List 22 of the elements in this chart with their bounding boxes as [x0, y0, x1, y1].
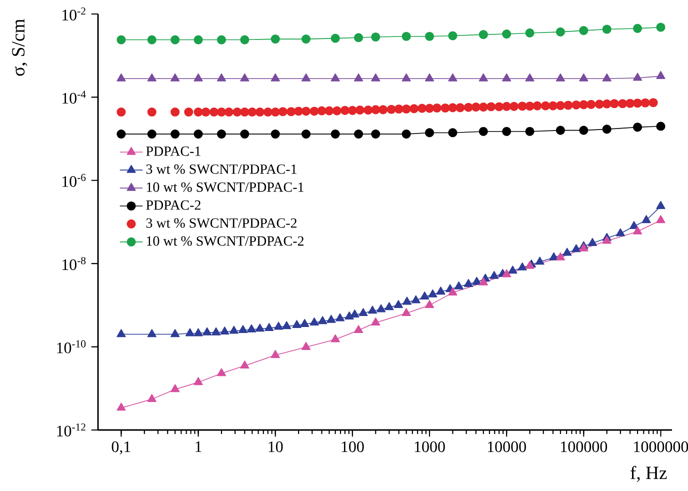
- x-axis-title: f, Hz: [630, 466, 667, 482]
- legend-label: PDPAC-2: [146, 200, 200, 210]
- x-tick-label: 0,1: [112, 441, 130, 454]
- y-tick-label: 10$^{-8}$: [62, 257, 86, 270]
- legend-label: 3 wt % SWCNT/PDPAC-1: [146, 164, 296, 174]
- y-tick-label: 10$^{-10}$: [57, 340, 86, 354]
- legend-label: PDPAC-1: [146, 146, 200, 156]
- x-tick-label: 1: [196, 441, 202, 452]
- legend-label: 10 wt % SWCNT/PDPAC-1: [146, 182, 304, 192]
- x-tick-label: 1000000: [634, 441, 688, 452]
- y-tick-label: 10$^{-2}$: [62, 7, 86, 20]
- x-tick-label: 10: [268, 441, 283, 452]
- legend-label: 10 wt % SWCNT/PDPAC-2: [146, 236, 304, 246]
- y-tick-label: 10$^{-6}$: [62, 174, 86, 187]
- y-axis-title: σ, S/cm: [12, 19, 28, 76]
- y-tick-label: 10$^{-4}$: [62, 90, 86, 104]
- x-tick-label: 100: [342, 441, 364, 452]
- y-tick-label: 10$^{-12}$: [57, 423, 86, 436]
- x-tick-label: 1000: [414, 441, 445, 452]
- legend-label: 3 wt % SWCNT/PDPAC-2: [146, 218, 297, 228]
- x-tick-label: 10000: [488, 441, 526, 452]
- x-tick-label: 100000: [561, 441, 608, 452]
